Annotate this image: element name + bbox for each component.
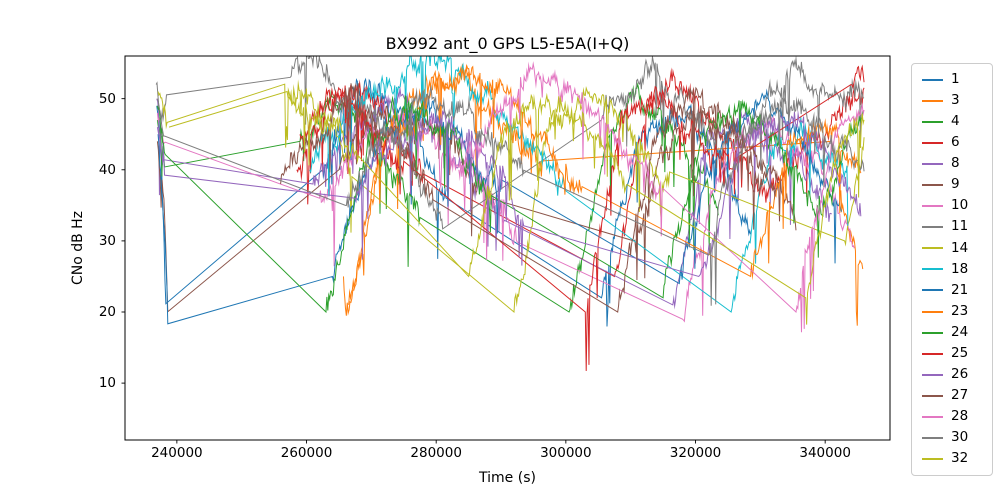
legend-label: 24 (951, 323, 969, 340)
legend: 1 3 4 6 8 9 10 11 14 18 21 23 24 25 26 27 28 30 32 (911, 63, 993, 476)
legend-line-swatch (922, 394, 943, 397)
legend-label: 6 (951, 134, 960, 151)
y-tick-label: 50 (98, 90, 116, 107)
legend-item: 1 (922, 69, 992, 90)
legend-line-swatch (922, 226, 943, 229)
legend-item: 3 (922, 90, 992, 111)
legend-label: 28 (951, 408, 969, 425)
legend-line-swatch (922, 268, 943, 271)
legend-label: 26 (951, 366, 969, 383)
legend-label: 21 (951, 281, 969, 298)
legend-line-swatch (922, 120, 943, 123)
legend-label: 9 (951, 176, 960, 193)
legend-label: 23 (951, 302, 969, 319)
legend-item: 27 (922, 385, 992, 406)
legend-label: 30 (951, 429, 969, 446)
legend-item: 11 (922, 217, 992, 238)
y-tick-label: 30 (98, 232, 116, 249)
legend-line-swatch (922, 99, 943, 102)
x-tick-label: 300000 (540, 445, 592, 461)
legend-line-swatch (922, 373, 943, 376)
legend-line-swatch (922, 205, 943, 208)
legend-label: 10 (951, 197, 969, 214)
legend-item: 9 (922, 174, 992, 195)
legend-label: 27 (951, 387, 969, 404)
legend-label: 25 (951, 345, 969, 362)
legend-item: 6 (922, 132, 992, 153)
legend-item: 24 (922, 322, 992, 343)
legend-item: 28 (922, 407, 992, 428)
legend-item: 25 (922, 343, 992, 364)
legend-line-swatch (922, 78, 943, 81)
legend-item: 14 (922, 238, 992, 259)
x-tick-label: 280000 (410, 445, 462, 461)
legend-item: 30 (922, 428, 992, 449)
legend-line-swatch (922, 289, 943, 292)
y-tick-label: 10 (98, 375, 116, 392)
legend-item: 26 (922, 364, 992, 385)
legend-label: 1 (951, 70, 960, 87)
legend-label: 14 (951, 239, 969, 256)
legend-label: 11 (951, 218, 969, 235)
x-tick-label: 320000 (669, 445, 722, 461)
legend-line-swatch (922, 184, 943, 187)
x-tick-label: 340000 (799, 445, 851, 461)
y-tick-label: 20 (98, 304, 116, 320)
legend-line-swatch (922, 352, 943, 355)
legend-line-swatch (922, 437, 943, 440)
legend-label: 32 (951, 450, 969, 467)
legend-item: 21 (922, 280, 992, 301)
legend-line-swatch (922, 141, 943, 144)
legend-label: 18 (951, 260, 969, 277)
legend-line-swatch (922, 162, 943, 165)
legend-item: 18 (922, 259, 992, 280)
legend-label: 8 (951, 155, 960, 172)
legend-item: 32 (922, 449, 992, 470)
x-axis-label: Time (s) (479, 470, 536, 486)
legend-item: 23 (922, 301, 992, 322)
legend-line-swatch (922, 416, 943, 419)
legend-label: 3 (951, 91, 960, 108)
legend-line-swatch (922, 247, 943, 250)
x-tick-label: 260000 (280, 445, 333, 461)
legend-item: 4 (922, 111, 992, 132)
legend-label: 4 (951, 112, 960, 129)
legend-line-swatch (922, 331, 943, 334)
legend-item: 8 (922, 153, 992, 174)
legend-line-swatch (922, 458, 943, 461)
x-tick-label: 240000 (151, 445, 203, 461)
legend-item: 10 (922, 196, 992, 217)
legend-line-swatch (922, 310, 943, 313)
chart-title: BX992 ant_0 GPS L5-E5A(I+Q) (385, 34, 630, 53)
y-tick-label: 40 (98, 161, 116, 178)
